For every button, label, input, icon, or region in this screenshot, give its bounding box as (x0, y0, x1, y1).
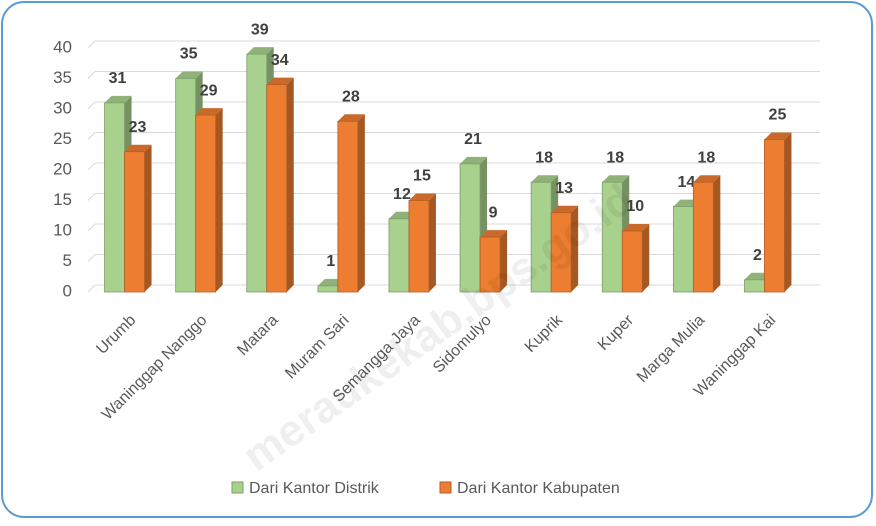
bar (550, 212, 572, 293)
bar-side (784, 132, 792, 292)
bar (317, 285, 339, 293)
bar (408, 200, 430, 293)
bar-side (713, 175, 721, 292)
bar-top (622, 224, 650, 231)
value-label: 2 (753, 247, 762, 264)
bar (692, 181, 714, 293)
bar-top (693, 175, 721, 183)
value-label: 13 (555, 180, 573, 197)
grid-line (87, 101, 96, 110)
legend-swatch (231, 481, 244, 494)
legend-swatch (439, 481, 452, 494)
bar-side (215, 108, 223, 292)
bar-side (144, 144, 152, 292)
y-tick-label: 40 (53, 37, 72, 56)
bar-top (551, 205, 579, 213)
grid-line (87, 223, 96, 232)
bar-side (571, 205, 579, 292)
bar (744, 279, 765, 293)
bar (124, 151, 145, 293)
value-label: 9 (489, 204, 498, 221)
bar-top (104, 95, 132, 103)
bar-top (764, 132, 792, 140)
bar-side (286, 77, 294, 292)
bar-side (357, 114, 365, 292)
value-label: 28 (342, 88, 360, 105)
value-label: 21 (464, 131, 482, 148)
value-label: 14 (677, 174, 695, 191)
value-label: 18 (606, 149, 624, 166)
bar-side (642, 224, 650, 292)
bar (266, 84, 288, 293)
bar (764, 139, 785, 293)
bar-top (480, 230, 508, 238)
bar-top (602, 175, 630, 183)
y-tick-label: 10 (53, 220, 72, 239)
y-tick-label: 15 (53, 190, 72, 209)
bar-top (175, 71, 203, 79)
y-tick-label: 20 (53, 159, 72, 178)
bar-top (531, 175, 559, 183)
value-label: 18 (535, 149, 553, 166)
bar (672, 206, 694, 293)
value-label: 25 (769, 107, 787, 124)
bar-top (460, 156, 488, 164)
y-tick-label: 25 (53, 129, 72, 148)
bar (195, 114, 217, 293)
bar (246, 53, 268, 293)
grid-line (87, 162, 96, 171)
grid-line (87, 71, 96, 79)
bar-top (124, 144, 152, 152)
bar (479, 236, 501, 293)
bar-top (266, 77, 294, 85)
value-label: 23 (129, 119, 147, 136)
grid-line (87, 284, 96, 293)
grid-line (87, 40, 96, 49)
bar (337, 120, 359, 293)
value-label: 18 (697, 149, 715, 166)
grid-line (87, 132, 96, 140)
bar-top (408, 193, 436, 201)
value-label: 15 (413, 168, 431, 185)
value-label: 39 (251, 21, 269, 38)
grid-line (87, 193, 96, 201)
legend-label: Dari Kantor Kabupaten (457, 480, 620, 497)
y-tick-label: 0 (63, 281, 72, 300)
value-label: 1 (326, 253, 335, 270)
value-label: 31 (109, 70, 127, 87)
bar (104, 102, 125, 293)
bar (459, 163, 481, 293)
grid-line (87, 254, 96, 262)
bar (175, 78, 197, 293)
y-tick-label: 35 (53, 68, 72, 87)
bar-side (428, 193, 436, 292)
value-label: 10 (626, 198, 644, 215)
y-tick-label: 5 (63, 251, 72, 270)
value-label: 12 (393, 186, 411, 203)
value-label: 34 (271, 52, 289, 69)
value-label: 29 (200, 82, 218, 99)
y-tick-label: 30 (53, 98, 72, 117)
bar (388, 218, 410, 293)
bar-side (500, 230, 508, 292)
bar-top (195, 108, 223, 116)
legend-label: Dari Kantor Distrik (249, 480, 380, 497)
bar-top (337, 114, 365, 122)
value-label: 35 (180, 46, 198, 63)
bar-top (246, 47, 274, 55)
bar (621, 230, 643, 293)
